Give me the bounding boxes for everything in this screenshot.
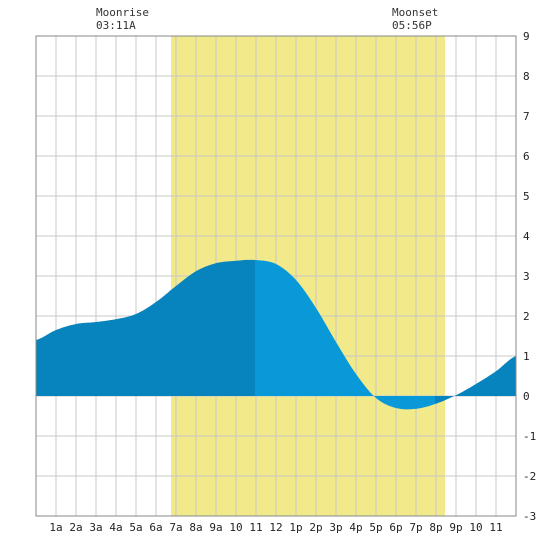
x-tick-label: 2a <box>69 521 82 534</box>
x-tick-label: 7p <box>409 521 422 534</box>
y-tick-label: 0 <box>523 390 530 403</box>
moonset-time: 05:56P <box>392 19 432 32</box>
x-tick-label: 5p <box>369 521 382 534</box>
x-tick-label: 9p <box>449 521 462 534</box>
y-tick-label: 2 <box>523 310 530 323</box>
moonrise-time: 03:11A <box>96 19 136 32</box>
x-tick-label: 7a <box>169 521 182 534</box>
x-tick-label: 3a <box>89 521 102 534</box>
moonset-title: Moonset <box>392 6 439 19</box>
tide-area-segment-1 <box>36 259 255 396</box>
y-tick-label: -3 <box>523 510 536 523</box>
x-tick-label: 5a <box>129 521 142 534</box>
x-tick-label: 12 <box>269 521 282 534</box>
y-tick-label: 8 <box>523 70 530 83</box>
moonrise-label: Moonrise 03:11A <box>96 6 149 32</box>
x-tick-label: 10 <box>469 521 482 534</box>
x-tick-label: 3p <box>329 521 342 534</box>
x-tick-label: 6p <box>389 521 402 534</box>
tide-area-segment-3 <box>435 356 516 404</box>
plot-border <box>35 35 517 517</box>
x-tick-label: 11 <box>249 521 262 534</box>
y-tick-label: 5 <box>523 190 530 203</box>
x-tick-label: 2p <box>309 521 322 534</box>
y-tick-label: 9 <box>523 30 530 43</box>
x-tick-label: 8p <box>429 521 442 534</box>
y-tick-label: 1 <box>523 350 530 363</box>
y-tick-label: 4 <box>523 230 530 243</box>
y-tick-label: 7 <box>523 110 530 123</box>
y-tick-label: 6 <box>523 150 530 163</box>
x-tick-label: 10 <box>229 521 242 534</box>
y-tick-label: 3 <box>523 270 530 283</box>
x-tick-label: 4p <box>349 521 362 534</box>
x-tick-label: 8a <box>189 521 202 534</box>
y-tick-label: -1 <box>523 430 536 443</box>
x-tick-label: 11 <box>489 521 502 534</box>
x-tick-label: 1a <box>49 521 62 534</box>
tide-area-segment-2 <box>255 260 435 410</box>
x-tick-label: 6a <box>149 521 162 534</box>
moonrise-title: Moonrise <box>96 6 149 19</box>
y-tick-label: -2 <box>523 470 536 483</box>
x-tick-label: 1p <box>289 521 302 534</box>
x-tick-label: 4a <box>109 521 122 534</box>
moonset-label: Moonset 05:56P <box>392 6 438 32</box>
x-tick-label: 9a <box>209 521 222 534</box>
